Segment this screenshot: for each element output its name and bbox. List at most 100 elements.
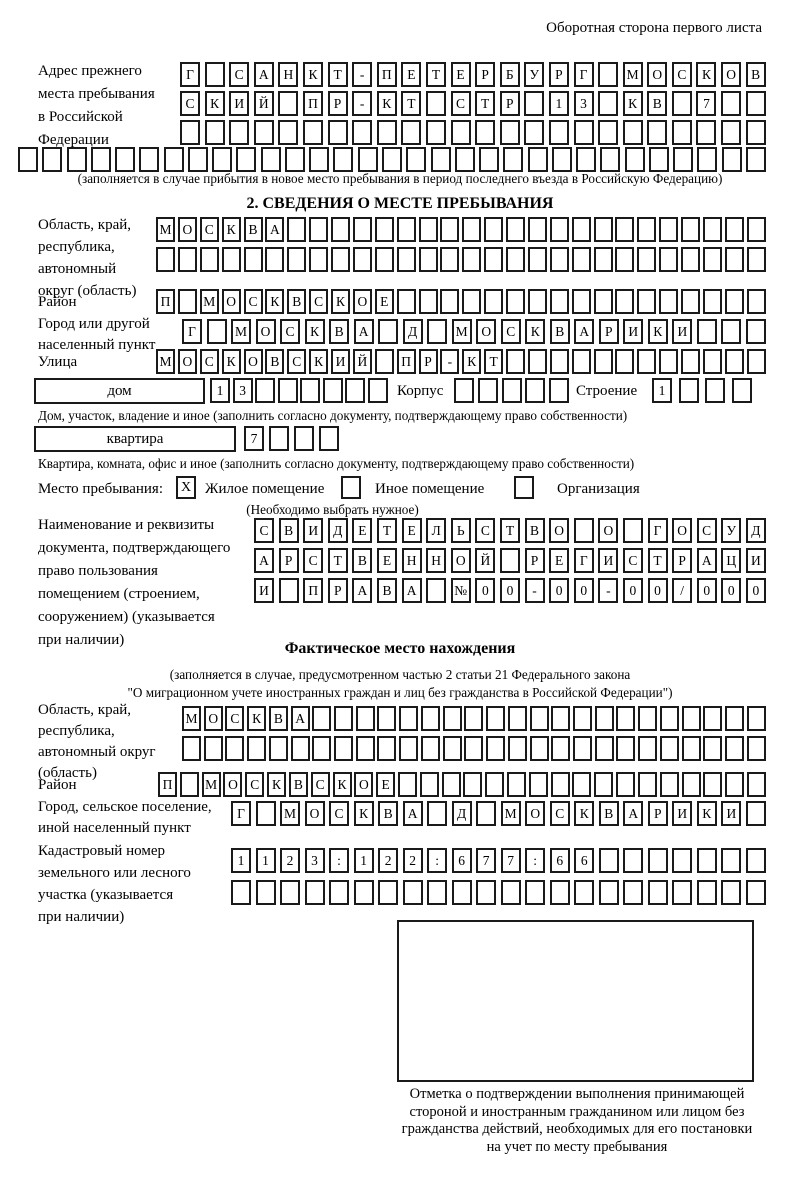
char-cell[interactable]: [525, 378, 546, 403]
char-cell[interactable]: О: [354, 772, 374, 797]
char-cell[interactable]: [576, 147, 597, 172]
char-cell[interactable]: П: [376, 62, 397, 87]
char-cell[interactable]: :: [525, 848, 546, 873]
char-cell[interactable]: Г: [180, 62, 200, 87]
char-cell[interactable]: К: [247, 706, 267, 731]
char-cell[interactable]: К: [221, 217, 241, 242]
char-cell[interactable]: [746, 247, 766, 272]
char-cell[interactable]: [322, 378, 343, 403]
char-cell[interactable]: [367, 378, 388, 403]
char-cell[interactable]: [309, 247, 329, 272]
char-cell[interactable]: [705, 378, 726, 403]
char-cell[interactable]: И: [331, 349, 350, 374]
char-cell[interactable]: [647, 880, 668, 905]
char-cell[interactable]: А: [290, 706, 310, 731]
char-cell[interactable]: [425, 91, 446, 116]
char-cell[interactable]: [598, 848, 619, 873]
char-cell[interactable]: [745, 801, 766, 826]
char-cell[interactable]: У: [524, 62, 545, 87]
char-cell[interactable]: [528, 772, 548, 797]
char-cell[interactable]: Р: [672, 548, 693, 573]
char-cell[interactable]: [353, 880, 374, 905]
char-cell[interactable]: 3: [232, 378, 253, 403]
char-cell[interactable]: [399, 736, 419, 761]
char-cell[interactable]: [450, 120, 471, 145]
char-cell[interactable]: О: [549, 518, 570, 543]
char-cell[interactable]: [616, 706, 636, 731]
char-cell[interactable]: [551, 147, 572, 172]
char-cell[interactable]: [396, 217, 416, 242]
char-cell[interactable]: [594, 706, 614, 731]
char-cell[interactable]: [524, 91, 545, 116]
char-cell[interactable]: [573, 518, 594, 543]
char-cell[interactable]: [725, 772, 745, 797]
char-cell[interactable]: Д: [402, 319, 423, 344]
char-cell[interactable]: [182, 736, 201, 761]
char-cell[interactable]: [18, 147, 38, 172]
char-cell[interactable]: [287, 247, 307, 272]
char-cell[interactable]: [277, 378, 298, 403]
char-cell[interactable]: [506, 349, 525, 374]
char-cell[interactable]: [593, 247, 613, 272]
char-cell[interactable]: [345, 378, 366, 403]
char-cell[interactable]: [225, 736, 245, 761]
char-cell[interactable]: [637, 349, 657, 374]
char-cell[interactable]: [268, 736, 288, 761]
char-cell[interactable]: 6: [574, 848, 595, 873]
char-cell[interactable]: [396, 289, 416, 314]
char-cell[interactable]: А: [265, 217, 285, 242]
checkbox-residential[interactable]: X: [176, 476, 196, 499]
char-cell[interactable]: [681, 736, 701, 761]
char-cell[interactable]: [401, 120, 422, 145]
char-cell[interactable]: К: [309, 349, 329, 374]
char-cell[interactable]: 0: [549, 578, 570, 603]
char-cell[interactable]: /: [672, 578, 693, 603]
char-cell[interactable]: 7: [500, 848, 521, 873]
char-cell[interactable]: Р: [598, 319, 619, 344]
char-cell[interactable]: [681, 289, 700, 314]
char-cell[interactable]: [593, 349, 613, 374]
char-cell[interactable]: М: [156, 217, 175, 242]
char-cell[interactable]: [255, 378, 276, 403]
char-cell[interactable]: [377, 706, 397, 731]
char-cell[interactable]: 2: [280, 848, 301, 873]
char-cell[interactable]: П: [158, 772, 177, 797]
char-cell[interactable]: К: [647, 319, 668, 344]
char-cell[interactable]: 1: [210, 378, 230, 403]
char-cell[interactable]: К: [304, 319, 325, 344]
char-cell[interactable]: [721, 319, 742, 344]
char-cell[interactable]: О: [243, 349, 263, 374]
char-cell[interactable]: Н: [426, 548, 447, 573]
char-cell[interactable]: [269, 426, 289, 451]
char-cell[interactable]: [441, 772, 461, 797]
char-cell[interactable]: Е: [374, 289, 394, 314]
char-cell[interactable]: М: [182, 706, 201, 731]
char-cell[interactable]: [598, 62, 619, 87]
char-cell[interactable]: [551, 736, 571, 761]
char-cell[interactable]: [746, 217, 766, 242]
char-cell[interactable]: [659, 349, 679, 374]
char-cell[interactable]: [506, 247, 525, 272]
char-cell[interactable]: [702, 349, 722, 374]
char-cell[interactable]: [746, 349, 766, 374]
char-cell[interactable]: [378, 880, 399, 905]
char-cell[interactable]: [287, 217, 307, 242]
char-cell[interactable]: [419, 772, 439, 797]
char-cell[interactable]: [615, 247, 635, 272]
char-cell[interactable]: [681, 349, 700, 374]
char-cell[interactable]: [427, 880, 448, 905]
char-cell[interactable]: [355, 736, 375, 761]
char-cell[interactable]: [731, 378, 752, 403]
char-cell[interactable]: [499, 120, 520, 145]
char-cell[interactable]: [426, 578, 447, 603]
char-cell[interactable]: [139, 147, 160, 172]
char-cell[interactable]: [294, 426, 314, 451]
char-cell[interactable]: [681, 247, 700, 272]
char-cell[interactable]: [260, 147, 281, 172]
char-cell[interactable]: С: [450, 91, 471, 116]
char-cell[interactable]: [702, 217, 722, 242]
char-cell[interactable]: [374, 247, 394, 272]
char-cell[interactable]: А: [353, 319, 374, 344]
char-cell[interactable]: О: [598, 518, 619, 543]
char-cell[interactable]: [231, 880, 251, 905]
